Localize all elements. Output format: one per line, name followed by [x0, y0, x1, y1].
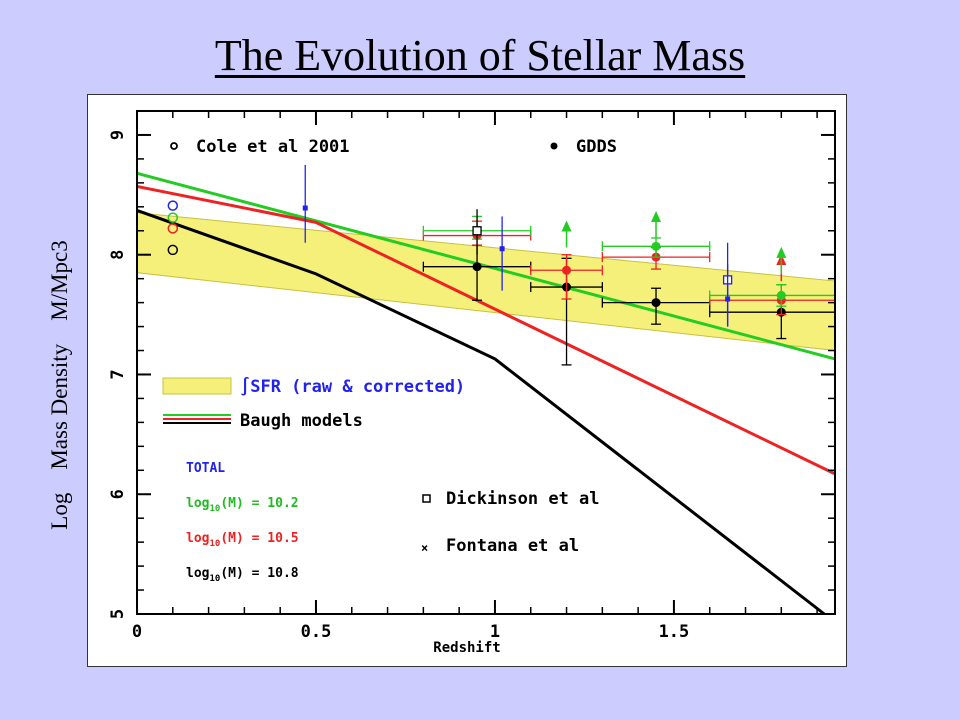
x-tick-label-3: 1.5: [659, 622, 690, 642]
cole-point-3: [167, 244, 179, 256]
y-tick-label-0: 5: [108, 609, 128, 619]
x-tick-label-1: 0.5: [301, 622, 332, 642]
stellar-mass-chart: 0 0.5 1 1.5 5 6 7 8 9 Cole et al 2001 GDDS ∫SFR …: [108, 110, 836, 656]
x-axis-label: Redshift: [433, 640, 500, 656]
axes-frame-layer: 0 0.5 1 1.5 5 6 7 8 9: [108, 110, 836, 642]
legend-band-label: ∫SFR (raw & corrected): [240, 376, 465, 397]
legend-band-swatch: [162, 377, 232, 395]
legend-fontana-label: Fontana et al: [446, 536, 579, 556]
fontana-point-1: [499, 246, 505, 252]
legend-dickinson-label: Dickinson et al: [446, 489, 600, 509]
limit-arrow-head-0: [561, 220, 572, 232]
x-tick-label-2: 1: [490, 622, 500, 642]
y-axis-label-area: Log Mass Density M/Mpc3: [40, 185, 80, 585]
legend-fontana-marker: ×: [421, 541, 428, 555]
baugh-model-line-2: [136, 208, 826, 616]
y-tick-label-1: 6: [108, 489, 128, 499]
slide-title: The Evolution of Stellar Mass: [214, 31, 746, 80]
legend-dickinson-marker: [422, 494, 431, 503]
gdds-point-10: [776, 290, 786, 300]
legend-cole-marker: [170, 142, 178, 150]
legend-cole-label: Cole et al 2001: [196, 137, 350, 157]
cole-point-0: [167, 200, 179, 211]
fontana-point-2: [725, 296, 731, 302]
legend-baugh-label: Baugh models: [240, 411, 363, 431]
legend-gdds-marker: [550, 142, 558, 150]
gdds-point-4: [562, 265, 572, 275]
cole-point-2: [167, 223, 179, 234]
gdds-point-5: [651, 298, 661, 308]
limit-arrow-head-1: [651, 210, 662, 222]
chart-panel: 0 0.5 1 1.5 5 6 7 8 9 Cole et al 2001 GDDS ∫SFR …: [87, 94, 847, 667]
y-tick-label-3: 8: [108, 250, 128, 260]
x-tick-label-0: 0: [132, 622, 142, 642]
gdds-point-0: [472, 262, 482, 272]
plot-frame: [136, 110, 836, 615]
y-axis-label: Log Mass Density M/Mpc3: [47, 240, 72, 530]
legend-mass-10-5: log10(M) = 10.5: [186, 531, 299, 549]
legend: Cole et al 2001 GDDS ∫SFR (raw & correct…: [162, 137, 617, 584]
fontana-point-0: [302, 205, 308, 211]
y-tick-label-2: 7: [108, 369, 128, 379]
legend-gdds-label: GDDS: [576, 137, 617, 157]
dickinson-point-0: [472, 226, 482, 236]
legend-mass-10-8: log10(M) = 10.8: [186, 566, 299, 584]
legend-mass-10-2: log10(M) = 10.2: [186, 496, 299, 514]
baugh-model-line-1: [136, 184, 836, 476]
y-tick-label-4: 9: [108, 130, 128, 140]
cole-point-1: [167, 212, 179, 223]
gdds-point-7: [651, 241, 661, 251]
legend-total-label: TOTAL: [186, 461, 225, 476]
limit-arrow-head-3: [776, 246, 787, 258]
